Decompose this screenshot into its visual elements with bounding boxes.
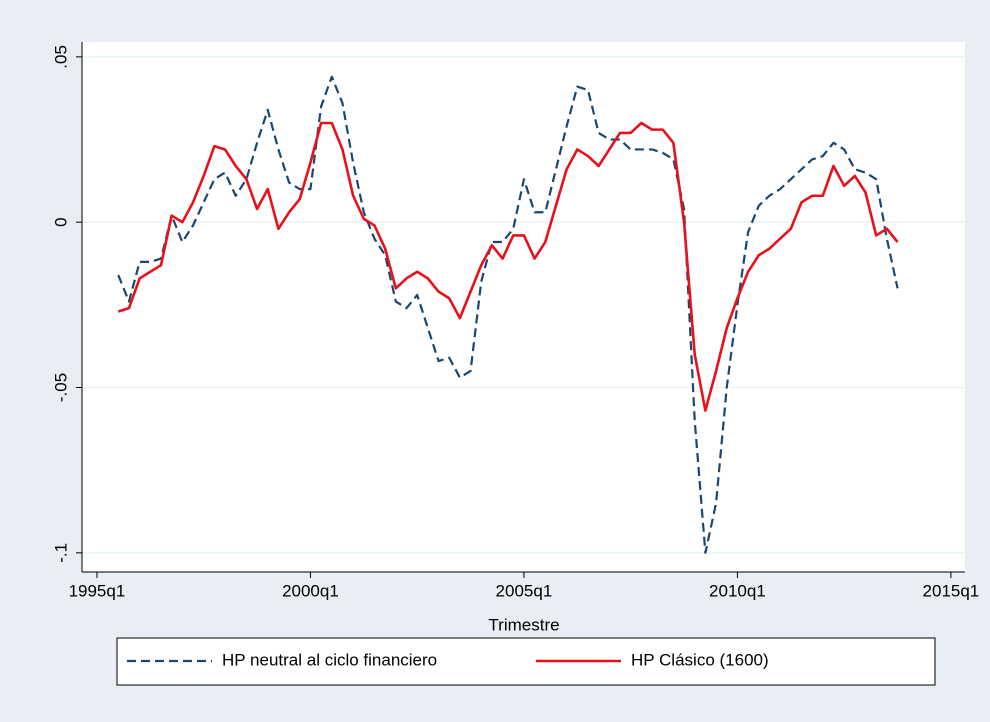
plot-area [82,42,965,572]
series-line [117,121,899,412]
x-tick-label: 2015q1 [923,581,980,600]
legend [116,637,936,686]
legend-label: HP Clásico (1600) [631,650,769,669]
legend-label: HP neutral al ciclo financiero [222,650,437,669]
y-tick-label: .05 [51,45,70,69]
x-tick-label: 2005q1 [496,581,553,600]
series-line [117,75,899,554]
y-tick-label: -.05 [51,373,70,402]
x-tick-label: 2000q1 [282,581,339,600]
x-tick-label: 1995q1 [69,581,126,600]
y-tick-label: -.1 [51,543,70,563]
x-tick-label: 2010q1 [709,581,766,600]
x-axis-label: Trimestre [488,615,559,634]
y-tick-label: 0 [51,217,70,226]
